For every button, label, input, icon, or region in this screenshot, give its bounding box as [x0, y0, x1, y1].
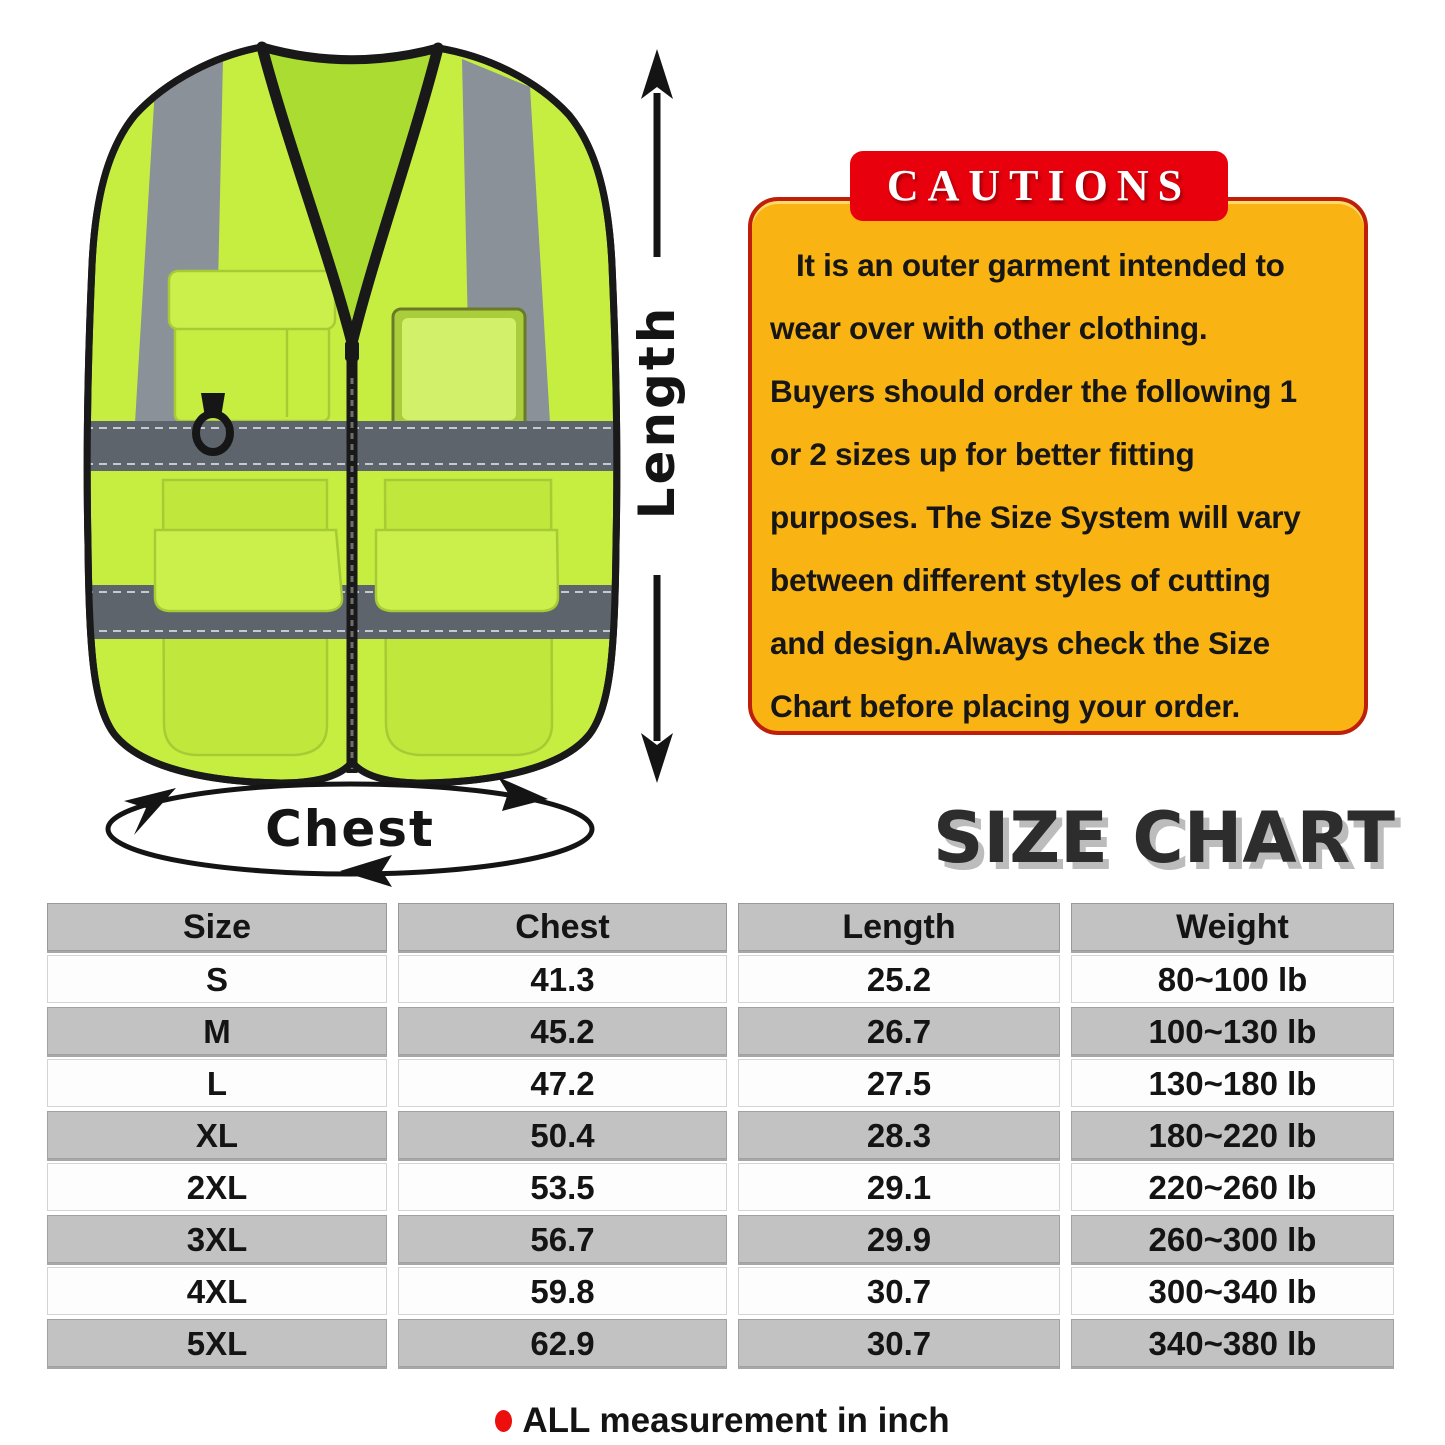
lower-pocket-flap-left — [153, 528, 344, 613]
v-neck-trim-right — [347, 42, 444, 345]
cell-length: 30.7 — [738, 1319, 1060, 1367]
id-badge-pocket — [391, 307, 527, 431]
cell-weight: 130~180 lb — [1071, 1059, 1394, 1107]
cautions-panel: CAUTIONS It is an outer garment intended… — [748, 151, 1368, 735]
cell-chest: 50.4 — [398, 1111, 727, 1159]
table-row-4xl: 4XL 59.8 30.7 300~340 lb — [47, 1267, 1394, 1315]
cell-length: 28.3 — [738, 1111, 1060, 1159]
cautions-line: Buyers should order the following 1 — [770, 373, 1297, 409]
size-table: Size Chest Length Weight S 41.3 25.2 80~… — [47, 903, 1394, 1371]
length-measure-arrow — [641, 49, 673, 783]
v-neck-trim-left — [256, 41, 357, 345]
cell-size: 2XL — [47, 1163, 387, 1211]
red-dot-icon — [495, 1410, 513, 1432]
length-label: Length — [628, 304, 686, 520]
cautions-text: It is an outer garment intended to wear … — [770, 234, 1354, 738]
safety-vest-illustration — [83, 41, 621, 787]
chest-label: Chest — [265, 800, 435, 858]
cell-length: 30.7 — [738, 1267, 1060, 1315]
cell-chest: 45.2 — [398, 1007, 727, 1055]
cell-length: 26.7 — [738, 1007, 1060, 1055]
v-neck-opening — [262, 47, 438, 341]
arrow-down-icon — [641, 733, 673, 783]
chest-flap-pocket — [167, 269, 337, 423]
cautions-line: between different styles of cutting — [770, 562, 1271, 598]
cell-chest: 59.8 — [398, 1267, 727, 1315]
col-header-length: Length — [738, 903, 1060, 951]
cell-chest: 41.3 — [398, 955, 727, 1003]
table-row-xl: XL 50.4 28.3 180~220 lb — [47, 1111, 1394, 1159]
cautions-line: purposes. The Size System will vary — [770, 499, 1301, 535]
cell-size: L — [47, 1059, 387, 1107]
table-row-m: M 45.2 26.7 100~130 lb — [47, 1007, 1394, 1055]
d-ring — [192, 393, 234, 456]
lower-pocket-flap-right — [374, 528, 560, 613]
cell-weight: 80~100 lb — [1071, 955, 1394, 1003]
cautions-line: wear over with other clothing. — [770, 310, 1208, 346]
cell-size: S — [47, 955, 387, 1003]
cautions-line: It is an outer garment intended to — [796, 247, 1285, 283]
arrow-right-icon — [498, 777, 548, 811]
cautions-line: or 2 sizes up for better fitting — [770, 436, 1195, 472]
cell-size: 4XL — [47, 1267, 387, 1315]
table-row-l: L 47.2 27.5 130~180 lb — [47, 1059, 1394, 1107]
table-row-2xl: 2XL 53.5 29.1 220~260 lb — [47, 1163, 1394, 1211]
cell-length: 29.1 — [738, 1163, 1060, 1211]
table-row-5xl: 5XL 62.9 30.7 340~380 lb — [47, 1319, 1394, 1367]
arrow-upright-icon — [124, 788, 176, 835]
col-header-weight: Weight — [1071, 903, 1394, 951]
cautions-line: and design.Always check the Size — [770, 625, 1270, 661]
vest-outline — [83, 43, 621, 787]
cautions-line: Chart before placing your order. — [770, 688, 1240, 724]
cell-size: XL — [47, 1111, 387, 1159]
col-header-size: Size — [47, 903, 387, 951]
measurement-note: ALL measurement in inch — [0, 1396, 1445, 1445]
zipper — [345, 339, 359, 773]
cell-length: 29.9 — [738, 1215, 1060, 1263]
cell-chest: 53.5 — [398, 1163, 727, 1211]
cell-length: 27.5 — [738, 1059, 1060, 1107]
arrow-up-icon — [641, 49, 673, 99]
arrow-left-icon — [340, 855, 392, 887]
cell-size: 3XL — [47, 1215, 387, 1263]
col-header-chest: Chest — [398, 903, 727, 951]
chest-measure-ellipse — [105, 777, 595, 887]
cautions-box: It is an outer garment intended to wear … — [748, 197, 1368, 735]
cell-chest: 62.9 — [398, 1319, 727, 1367]
cell-weight: 300~340 lb — [1071, 1267, 1394, 1315]
table-header-row: Size Chest Length Weight — [47, 903, 1394, 951]
cell-size: M — [47, 1007, 387, 1055]
measurement-note-text: ALL measurement in inch — [522, 1401, 950, 1440]
size-chart-title: SIZE CHART — [932, 797, 1395, 879]
cell-weight: 340~380 lb — [1071, 1319, 1394, 1367]
cell-chest: 56.7 — [398, 1215, 727, 1263]
cell-weight: 100~130 lb — [1071, 1007, 1394, 1055]
cell-length: 25.2 — [738, 955, 1060, 1003]
cell-weight: 180~220 lb — [1071, 1111, 1394, 1159]
cautions-title: CAUTIONS — [850, 151, 1228, 221]
table-row-3xl: 3XL 56.7 29.9 260~300 lb — [47, 1215, 1394, 1263]
cell-weight: 260~300 lb — [1071, 1215, 1394, 1263]
cell-weight: 220~260 lb — [1071, 1163, 1394, 1211]
table-row-s: S 41.3 25.2 80~100 lb — [47, 955, 1394, 1003]
cell-size: 5XL — [47, 1319, 387, 1367]
cell-chest: 47.2 — [398, 1059, 727, 1107]
